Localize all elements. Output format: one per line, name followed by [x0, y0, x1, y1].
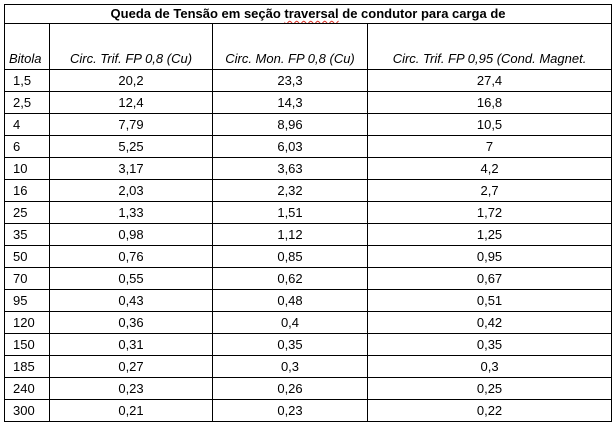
cell-mon-08[interactable]: 0,23 — [212, 399, 368, 422]
cell-trif-08[interactable]: 0,76 — [49, 245, 213, 268]
table-row: 95 0,43 0,48 0,51 — [4, 289, 613, 312]
cell-trif-095[interactable]: 1,25 — [366, 223, 613, 246]
cell-bitola[interactable]: 240 — [4, 377, 50, 400]
cell-mon-08[interactable]: 2,32 — [212, 179, 368, 202]
table-row: 120 0,36 0,4 0,42 — [4, 311, 613, 334]
cell-bitola[interactable]: 150 — [4, 333, 50, 356]
cell-bitola[interactable]: 185 — [4, 355, 50, 378]
table-row: 6 5,25 6,03 7 — [4, 135, 613, 158]
cell-trif-095[interactable]: 10,5 — [366, 113, 613, 136]
cell-bitola[interactable]: 70 — [4, 267, 50, 290]
cell-mon-08[interactable]: 0,26 — [212, 377, 368, 400]
cell-trif-08[interactable]: 3,17 — [49, 157, 213, 180]
cell-bitola[interactable]: 6 — [4, 135, 50, 158]
cell-mon-08[interactable]: 6,03 — [212, 135, 368, 158]
cell-trif-08[interactable]: 20,2 — [49, 69, 213, 92]
voltage-drop-table: Queda de Tensão em seção traversal de co… — [3, 4, 613, 422]
cell-bitola[interactable]: 25 — [4, 201, 50, 224]
table-row: 4 7,79 8,96 10,5 — [4, 113, 613, 136]
cell-trif-08[interactable]: 0,98 — [49, 223, 213, 246]
cell-mon-08[interactable]: 3,63 — [212, 157, 368, 180]
cell-trif-08[interactable]: 7,79 — [49, 113, 213, 136]
cell-trif-08[interactable]: 5,25 — [49, 135, 213, 158]
cell-trif-08[interactable]: 0,21 — [49, 399, 213, 422]
cell-mon-08[interactable]: 0,48 — [212, 289, 368, 312]
cell-mon-08[interactable]: 23,3 — [212, 69, 368, 92]
cell-trif-095[interactable]: 0,3 — [366, 355, 613, 378]
table-row: 70 0,55 0,62 0,67 — [4, 267, 613, 290]
cell-trif-095[interactable]: 27,4 — [366, 69, 613, 92]
cell-trif-095[interactable]: 7 — [366, 135, 613, 158]
cell-trif-095[interactable]: 0,67 — [366, 267, 613, 290]
cell-bitola[interactable]: 95 — [4, 289, 50, 312]
cell-mon-08[interactable]: 0,85 — [212, 245, 368, 268]
cell-trif-08[interactable]: 0,43 — [49, 289, 213, 312]
table-row: 150 0,31 0,35 0,35 — [4, 333, 613, 356]
table-title[interactable]: Queda de Tensão em seção traversal de co… — [3, 4, 613, 24]
cell-mon-08[interactable]: 8,96 — [212, 113, 368, 136]
column-header-trif-095[interactable]: Circ. Trif. FP 0,95 (Cond. Magnet. — [366, 23, 613, 70]
cell-trif-095[interactable]: 0,35 — [366, 333, 613, 356]
cell-trif-095[interactable]: 0,42 — [366, 311, 613, 334]
table-row: 1,5 20,2 23,3 27,4 — [4, 69, 613, 92]
column-header-row: Bitola Circ. Trif. FP 0,8 (Cu) Circ. Mon… — [4, 23, 613, 70]
cell-trif-08[interactable]: 0,36 — [49, 311, 213, 334]
cell-mon-08[interactable]: 0,35 — [212, 333, 368, 356]
title-text-end: de condutor para carga de — [338, 6, 506, 21]
cell-trif-08[interactable]: 1,33 — [49, 201, 213, 224]
cell-mon-08[interactable]: 0,3 — [212, 355, 368, 378]
cell-trif-08[interactable]: 0,31 — [49, 333, 213, 356]
cell-trif-08[interactable]: 0,27 — [49, 355, 213, 378]
spellcheck-flagged-word: traversal — [284, 6, 339, 21]
cell-trif-08[interactable]: 2,03 — [49, 179, 213, 202]
table-row: 240 0,23 0,26 0,25 — [4, 377, 613, 400]
column-header-bitola[interactable]: Bitola — [4, 23, 50, 70]
cell-trif-095[interactable]: 1,72 — [366, 201, 613, 224]
table-row: 10 3,17 3,63 4,2 — [4, 157, 613, 180]
cell-trif-08[interactable]: 12,4 — [49, 91, 213, 114]
column-header-trif-08[interactable]: Circ. Trif. FP 0,8 (Cu) — [49, 23, 213, 70]
table-row: 35 0,98 1,12 1,25 — [4, 223, 613, 246]
cell-bitola[interactable]: 2,5 — [4, 91, 50, 114]
cell-mon-08[interactable]: 0,4 — [212, 311, 368, 334]
cell-mon-08[interactable]: 0,62 — [212, 267, 368, 290]
cell-trif-095[interactable]: 16,8 — [366, 91, 613, 114]
cell-bitola[interactable]: 35 — [4, 223, 50, 246]
cell-mon-08[interactable]: 1,51 — [212, 201, 368, 224]
cell-bitola[interactable]: 50 — [4, 245, 50, 268]
table-row: 185 0,27 0,3 0,3 — [4, 355, 613, 378]
table-title-row: Queda de Tensão em seção traversal de co… — [3, 4, 613, 24]
column-header-mon-08[interactable]: Circ. Mon. FP 0,8 (Cu) — [212, 23, 368, 70]
cell-bitola[interactable]: 120 — [4, 311, 50, 334]
table-row: 300 0,21 0,23 0,22 — [4, 399, 613, 422]
cell-mon-08[interactable]: 14,3 — [212, 91, 368, 114]
cell-trif-08[interactable]: 0,23 — [49, 377, 213, 400]
cell-bitola[interactable]: 1,5 — [4, 69, 50, 92]
cell-trif-095[interactable]: 0,25 — [366, 377, 613, 400]
cell-trif-095[interactable]: 4,2 — [366, 157, 613, 180]
table-row: 2,5 12,4 14,3 16,8 — [4, 91, 613, 114]
cell-bitola[interactable]: 10 — [4, 157, 50, 180]
cell-bitola[interactable]: 4 — [4, 113, 50, 136]
cell-trif-095[interactable]: 0,51 — [366, 289, 613, 312]
title-text-start: Queda de Tensão em seção — [110, 6, 285, 21]
cell-bitola[interactable]: 300 — [4, 399, 50, 422]
cell-mon-08[interactable]: 1,12 — [212, 223, 368, 246]
cell-trif-08[interactable]: 0,55 — [49, 267, 213, 290]
table-row: 25 1,33 1,51 1,72 — [4, 201, 613, 224]
table-row: 50 0,76 0,85 0,95 — [4, 245, 613, 268]
cell-trif-095[interactable]: 0,22 — [366, 399, 613, 422]
cell-trif-095[interactable]: 0,95 — [366, 245, 613, 268]
cell-bitola[interactable]: 16 — [4, 179, 50, 202]
cell-trif-095[interactable]: 2,7 — [366, 179, 613, 202]
table-row: 16 2,03 2,32 2,7 — [4, 179, 613, 202]
